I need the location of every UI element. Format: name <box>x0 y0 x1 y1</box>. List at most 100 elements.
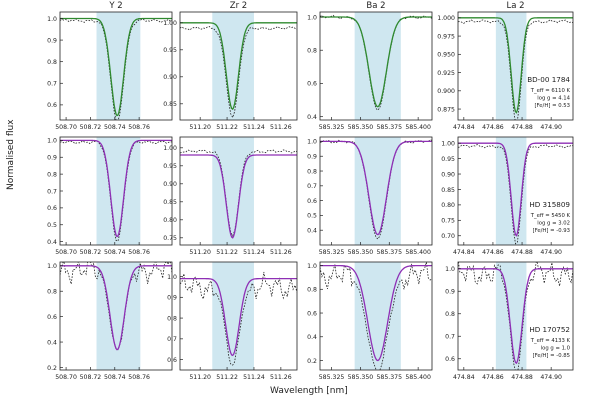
y-tick-label: 1.00 <box>163 145 177 152</box>
x-tick-label: 585.325 <box>319 124 345 131</box>
model-spectrum-line <box>320 264 432 362</box>
panel-frame <box>319 261 433 371</box>
y-tick-label: 0.8 <box>307 287 317 294</box>
observed-spectrum-line <box>458 144 573 245</box>
x-tick-label: 511.26 <box>270 374 292 381</box>
y-tick-label: 0.7 <box>307 183 317 190</box>
x-tick-label: 585.350 <box>348 374 374 381</box>
x-tick-label: 474.90 <box>540 124 562 131</box>
observed-spectrum-line <box>60 140 172 242</box>
line-window-band <box>354 12 401 120</box>
y-tick-label: 0.9 <box>47 155 57 162</box>
panel-frame <box>457 11 574 121</box>
y-tick-label: 0.4 <box>307 114 317 121</box>
column-title: Ba 2 <box>366 1 385 11</box>
panel-frame <box>457 261 574 371</box>
x-tick-label: 511.22 <box>216 374 238 381</box>
star-param-label: [Fe/H] = -0.85 <box>533 353 570 359</box>
x-tick-label: 585.375 <box>376 249 402 256</box>
x-tick-label: 508.76 <box>128 124 150 131</box>
model-spectrum-line <box>458 142 573 237</box>
model-spectrum-line <box>60 265 172 351</box>
x-tick-label: 508.76 <box>128 374 150 381</box>
column-title: Zr 2 <box>230 1 247 11</box>
y-tick-label: 1.0 <box>307 14 317 21</box>
observed-spectrum-line <box>320 14 432 111</box>
y-tick-label: 0.9 <box>47 37 57 44</box>
y-tick-label: 0.6 <box>307 310 317 317</box>
panel-frame <box>319 11 433 121</box>
x-tick-label: 511.20 <box>189 249 211 256</box>
x-tick-label: 474.90 <box>540 249 562 256</box>
panel-2-4: 0.70 0.75 0.80 0.85 0.90 0.95 1.00 474.84 474.86… <box>441 136 574 256</box>
y-tick-label: 1.000 <box>437 15 455 22</box>
star-param-label: T_eff = 4133 K <box>530 338 571 344</box>
model-spectrum-line <box>458 17 573 114</box>
x-tick-label: 508.76 <box>128 249 150 256</box>
y-tick-label: 0.8 <box>307 48 317 55</box>
panel-1-1: 0.6 0.7 0.8 0.9 1.0 508.70 508.72 508.74 508.76 Y… <box>47 1 173 131</box>
line-window-band <box>354 262 401 370</box>
y-tick-label: 0.8 <box>47 59 57 66</box>
y-tick-label: 0.95 <box>163 47 177 54</box>
panel-frame <box>179 261 298 371</box>
model-spectrum-line <box>320 16 432 108</box>
y-tick-label: 1.00 <box>441 140 455 147</box>
y-axis-label: Normalised flux <box>6 119 16 190</box>
x-tick-label: 511.22 <box>216 249 238 256</box>
star-param-label: T_eff = 5450 K <box>530 213 571 219</box>
y-tick-label: 0.5 <box>307 213 317 220</box>
y-tick-label: 1.0 <box>47 263 57 270</box>
y-tick-label: 0.7 <box>47 188 57 195</box>
y-tick-label: 0.7 <box>445 334 455 341</box>
star-param-label: [Fe/H] = 0.53 <box>534 103 570 109</box>
y-tick-label: 0.75 <box>163 235 177 242</box>
panel-frame <box>179 11 298 121</box>
y-tick-label: 0.8 <box>307 168 317 175</box>
y-tick-label: 0.4 <box>47 339 57 346</box>
line-window-band <box>212 137 254 245</box>
x-tick-label: 508.72 <box>80 124 102 131</box>
x-tick-label: 474.88 <box>511 249 533 256</box>
x-tick-label: 508.70 <box>55 374 77 381</box>
x-tick-label: 585.325 <box>319 374 345 381</box>
x-tick-label: 474.84 <box>453 124 475 131</box>
x-tick-label: 511.20 <box>189 374 211 381</box>
x-axis-label: Wavelength [nm] <box>270 386 348 396</box>
y-tick-label: 0.6 <box>167 357 177 364</box>
x-tick-label: 474.86 <box>482 124 504 131</box>
model-spectrum-line <box>180 22 297 111</box>
panel-3-3: 0.2 0.4 0.6 0.8 1.0 585.325 585.350 585.375 585.… <box>307 261 433 381</box>
star-name-label: HD 170752 <box>529 325 570 334</box>
panel-1-4: 0.875 0.900 0.925 0.950 0.975 1.000 474.84 474.… <box>437 1 574 131</box>
observed-spectrum-line <box>458 262 573 370</box>
y-tick-label: 1.0 <box>307 263 317 270</box>
y-tick-label: 0.4 <box>47 239 57 246</box>
x-tick-label: 511.26 <box>270 124 292 131</box>
model-spectrum-line <box>60 17 172 117</box>
model-spectrum-line <box>320 140 432 236</box>
y-tick-label: 0.95 <box>163 163 177 170</box>
y-tick-label: 0.950 <box>437 52 455 59</box>
observed-spectrum-line <box>60 18 172 120</box>
y-tick-label: 0.6 <box>445 356 455 363</box>
line-window-band <box>495 12 527 120</box>
panel-frame <box>319 136 433 246</box>
star-param-label: T_eff = 6110 K <box>530 88 571 94</box>
star-param-label: log g = 1.0 <box>541 346 571 352</box>
line-window-band <box>354 137 401 245</box>
panel-3-1: 0.2 0.4 0.6 0.8 1.0 508.70 508.72 508.74 508.76 <box>47 261 173 381</box>
x-tick-label: 508.74 <box>104 124 126 131</box>
x-tick-label: 474.84 <box>453 374 475 381</box>
y-tick-label: 0.80 <box>163 217 177 224</box>
y-tick-label: 0.975 <box>437 33 455 40</box>
observed-spectrum-line <box>180 271 297 366</box>
line-window-band <box>495 262 527 370</box>
star-name-label: BD-00 1784 <box>527 75 570 84</box>
x-tick-label: 585.350 <box>348 124 374 131</box>
column-title: La 2 <box>506 1 524 11</box>
star-param-label: log g = 4.14 <box>537 96 570 102</box>
x-tick-label: 585.375 <box>376 374 402 381</box>
x-tick-label: 511.20 <box>189 124 211 131</box>
